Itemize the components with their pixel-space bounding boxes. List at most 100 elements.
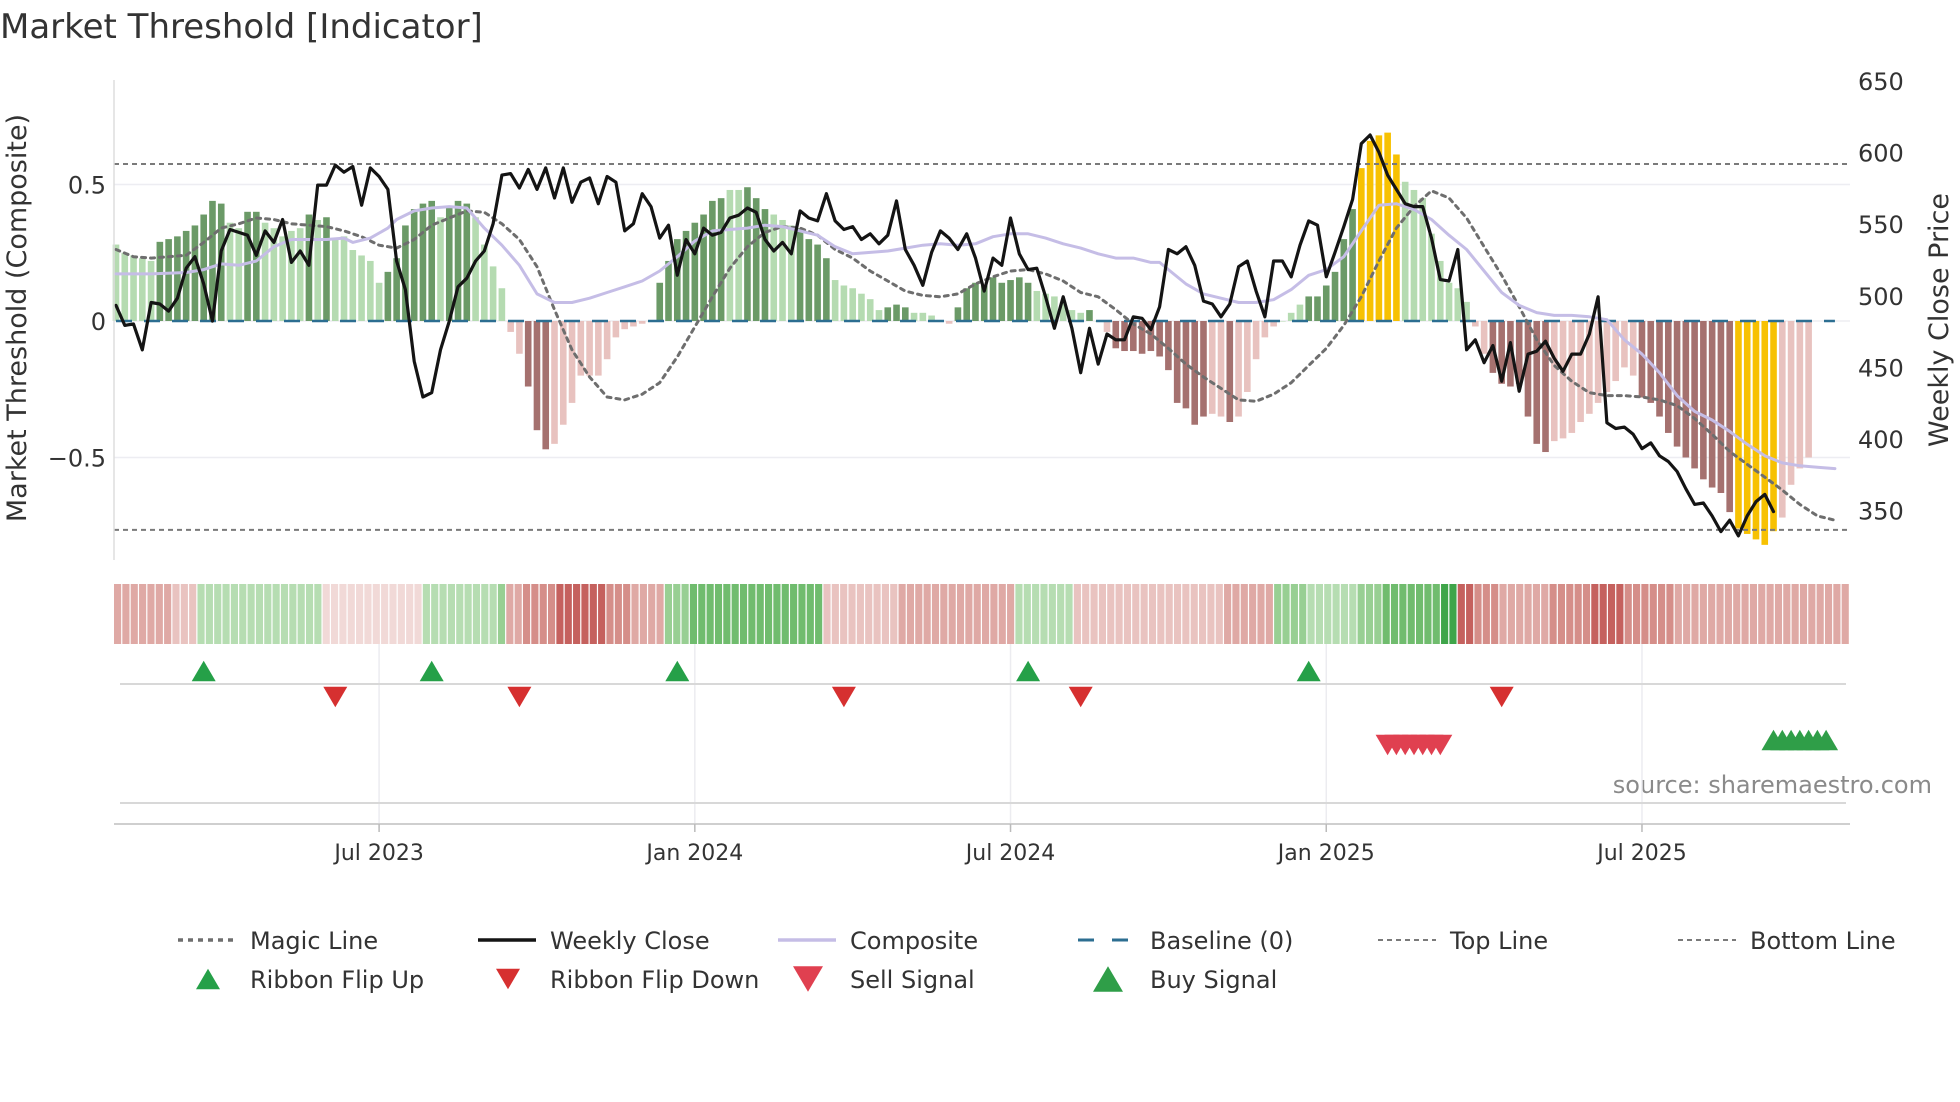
ribbon-cell bbox=[1441, 584, 1449, 644]
legend-label: Magic Line bbox=[250, 927, 378, 955]
source-note: source: sharemaestro.com bbox=[1613, 771, 1932, 799]
ribbon-cell bbox=[1507, 584, 1515, 644]
line-series bbox=[114, 133, 1850, 538]
ribbon-cell bbox=[1474, 584, 1482, 644]
ribbon-cell bbox=[1115, 584, 1123, 644]
composite-bar bbox=[1165, 321, 1172, 371]
signal-markers bbox=[120, 660, 1846, 804]
composite-bar bbox=[1507, 321, 1514, 387]
ribbon-cell bbox=[831, 584, 839, 644]
legend-item-composite: Composite bbox=[778, 927, 978, 955]
composite-bar bbox=[419, 203, 427, 321]
composite-bar bbox=[226, 222, 234, 321]
ribbon-cell bbox=[1082, 584, 1090, 644]
composite-bar bbox=[1542, 321, 1549, 453]
composite-bar bbox=[112, 244, 120, 321]
ribbon-cell bbox=[990, 584, 998, 644]
ribbon-cell bbox=[773, 584, 781, 644]
right-tick-label: 350 bbox=[1858, 498, 1904, 526]
composite-bar bbox=[1147, 321, 1155, 352]
ribbon-cell bbox=[222, 584, 230, 644]
ribbon-cell bbox=[289, 584, 297, 644]
ribbon-cell bbox=[305, 584, 314, 644]
composite-bar bbox=[340, 236, 348, 321]
composite-bar bbox=[1279, 321, 1286, 322]
ribbon-cell bbox=[381, 584, 389, 644]
composite-bar bbox=[682, 230, 690, 321]
composite-bar bbox=[866, 299, 874, 321]
ribbon-cell bbox=[1365, 584, 1374, 644]
composite-bar bbox=[559, 321, 567, 425]
composite-bar bbox=[1761, 321, 1769, 545]
composite-bars bbox=[112, 132, 1812, 545]
ribbon-cell bbox=[1315, 584, 1323, 644]
composite-bar bbox=[384, 271, 392, 321]
composite-bar bbox=[1244, 321, 1251, 392]
composite-bar bbox=[673, 239, 681, 321]
composite-bar bbox=[1480, 321, 1488, 354]
composite-bar bbox=[358, 255, 365, 321]
ribbon-flip-up-marker bbox=[191, 660, 216, 682]
legend-item-buy: Buy Signal bbox=[1093, 966, 1277, 994]
legend-item-sell: Sell Signal bbox=[793, 966, 975, 994]
ribbon-cell bbox=[1691, 584, 1699, 644]
ribbon-cell bbox=[765, 584, 773, 644]
ribbon-cell bbox=[1332, 584, 1340, 644]
composite-bar bbox=[744, 187, 751, 321]
composite-bar bbox=[1156, 321, 1163, 357]
legend-label: Weekly Close bbox=[550, 927, 710, 955]
composite-bar bbox=[437, 217, 444, 321]
right-tick-label: 500 bbox=[1858, 283, 1904, 311]
ribbon-cell bbox=[798, 584, 806, 644]
composite-bar bbox=[1217, 321, 1225, 417]
composite-bar bbox=[1235, 321, 1242, 417]
composite-bar bbox=[147, 260, 155, 321]
right-tick-label: 650 bbox=[1858, 68, 1904, 96]
composite-bar bbox=[1270, 321, 1277, 327]
ribbon-flip-down-marker bbox=[507, 686, 532, 708]
ribbon-cell bbox=[656, 584, 664, 644]
composite-bar bbox=[1445, 282, 1453, 321]
ribbon-cell bbox=[1349, 584, 1357, 644]
ribbon-cell bbox=[1165, 584, 1173, 644]
ribbon-cell bbox=[164, 584, 172, 644]
composite-bar bbox=[1682, 321, 1690, 458]
composite-bar bbox=[1305, 296, 1313, 321]
magic-line bbox=[114, 189, 1837, 522]
legend: Magic Line Weekly Close Composite Baseline … bbox=[178, 927, 1896, 994]
ribbon-cell bbox=[506, 584, 514, 644]
ribbon-cell bbox=[1658, 584, 1666, 644]
ribbon-cell bbox=[1282, 584, 1290, 644]
composite-bar bbox=[1568, 321, 1576, 433]
ribbon-cell bbox=[1808, 584, 1816, 644]
left-tick-label: 0.5 bbox=[68, 172, 106, 200]
composite-bar bbox=[1033, 290, 1041, 321]
ribbon-cell bbox=[1482, 584, 1490, 644]
composite-bar bbox=[875, 310, 883, 321]
legend-item-close: Weekly Close bbox=[478, 927, 710, 955]
composite-bar bbox=[1472, 321, 1479, 327]
ribbon-flip-up-marker bbox=[1016, 660, 1041, 682]
ribbon-cell bbox=[239, 584, 247, 644]
ribbon-cell bbox=[1048, 584, 1056, 644]
composite-bar bbox=[630, 321, 637, 327]
ribbon-cell bbox=[522, 584, 531, 644]
ribbon-cell bbox=[1040, 584, 1048, 644]
ribbon-cell bbox=[481, 584, 489, 644]
ribbon-cell bbox=[1674, 584, 1682, 644]
ribbon-cell bbox=[865, 584, 873, 644]
ribbon-cell bbox=[1833, 584, 1841, 644]
composite-bar bbox=[244, 211, 251, 321]
composite-bar bbox=[445, 206, 453, 321]
composite-bar bbox=[1770, 321, 1777, 532]
ribbon-cell bbox=[848, 584, 856, 644]
ribbon-cell bbox=[489, 584, 497, 644]
ribbon-cell bbox=[1107, 584, 1115, 644]
ribbon-cell bbox=[1065, 584, 1073, 644]
composite-bar bbox=[612, 321, 620, 338]
ribbon-cell bbox=[1557, 584, 1566, 644]
composite-bar bbox=[296, 228, 304, 321]
ribbon-cell bbox=[623, 584, 631, 644]
composite-bar bbox=[139, 258, 146, 321]
ribbon-cell bbox=[1432, 584, 1440, 644]
